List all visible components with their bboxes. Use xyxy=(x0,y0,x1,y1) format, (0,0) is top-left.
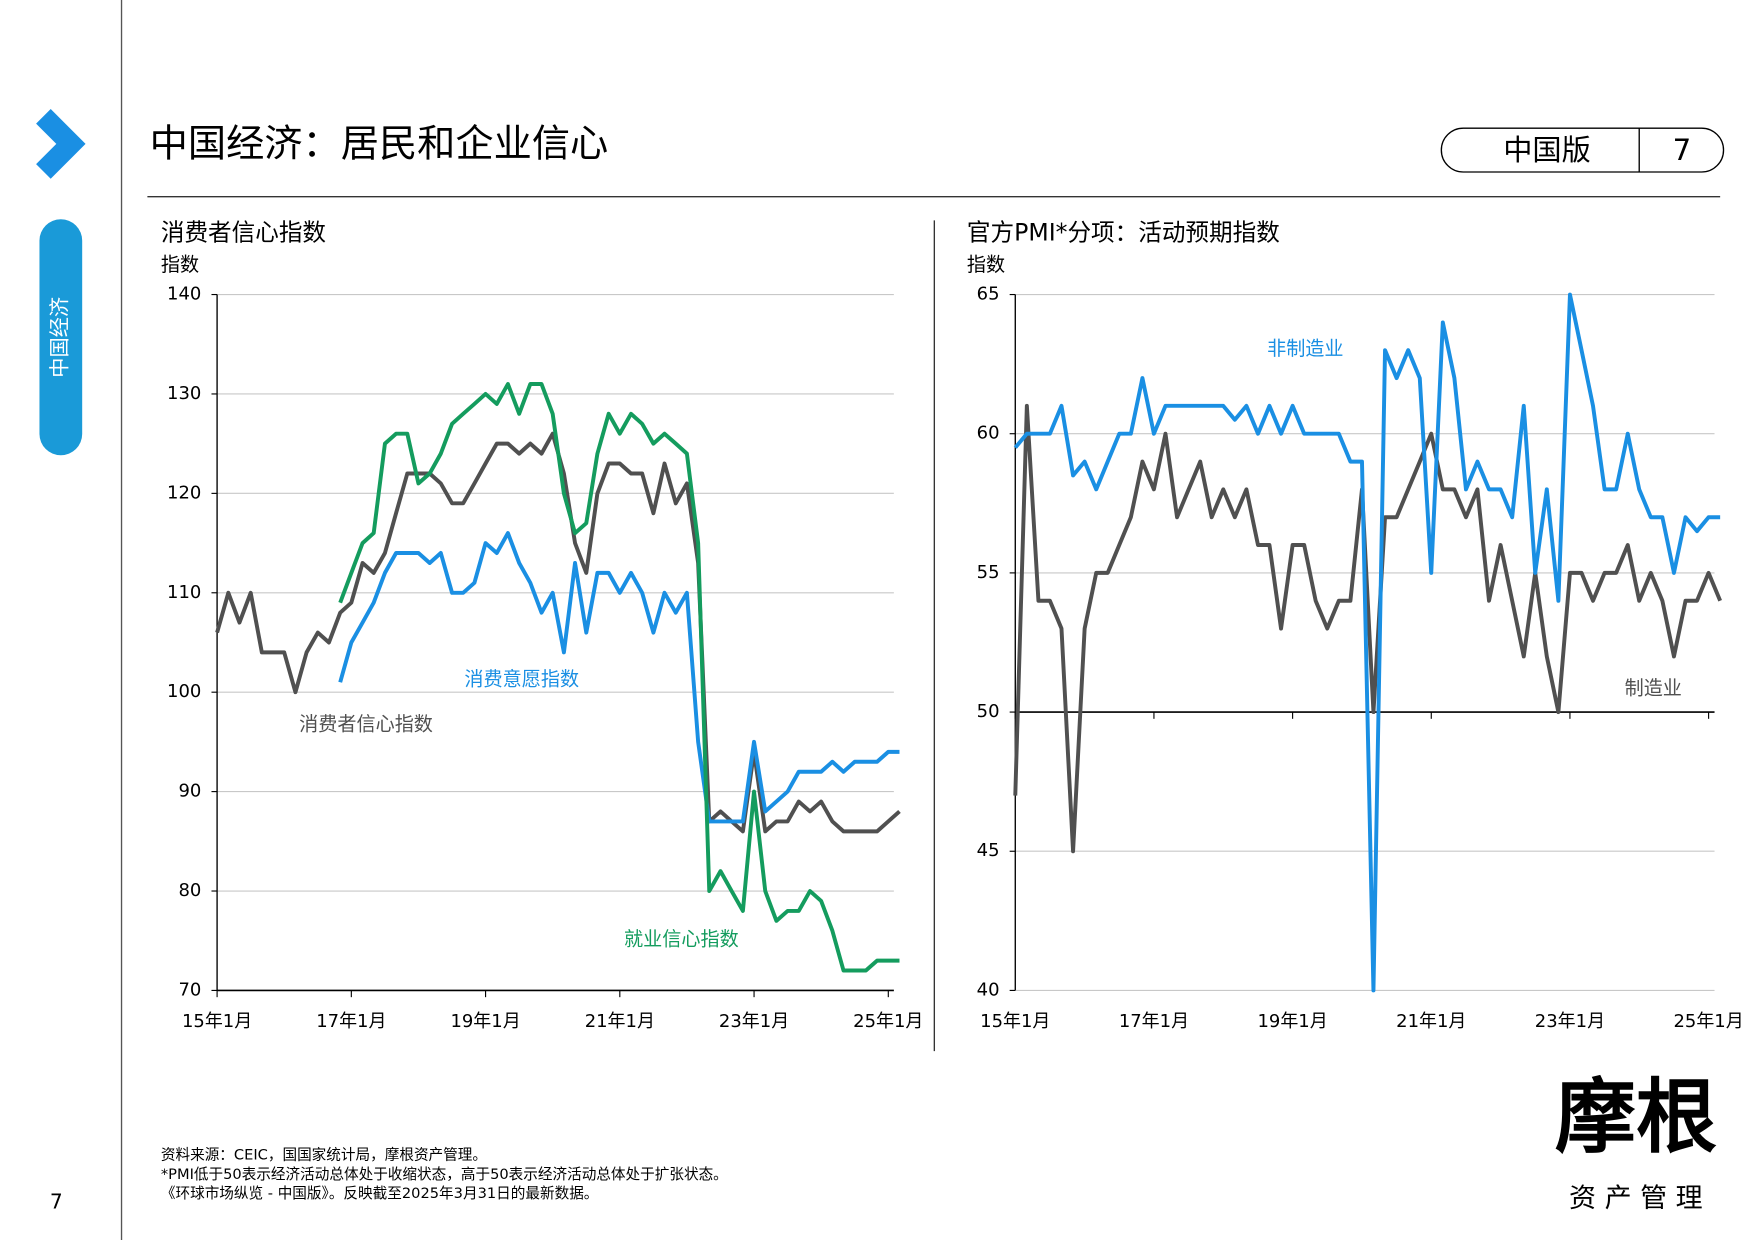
note: 《环球市场纵览 - 中国版》。反映截至2025年3月31日的最新数据。 xyxy=(161,1185,599,1202)
section-label: 中国经济 xyxy=(47,297,71,378)
edition-label: 中国版 xyxy=(1503,133,1591,167)
x-tick-label: 21年1月 xyxy=(585,1011,655,1032)
y-tick-label: 100 xyxy=(167,681,201,702)
x-tick-label: 23年1月 xyxy=(1535,1011,1605,1032)
chevron-icon xyxy=(36,109,86,179)
y-tick-label: 55 xyxy=(977,562,1000,583)
y-axis-label: 指数 xyxy=(161,253,199,276)
x-tick-label: 17年1月 xyxy=(316,1011,386,1032)
x-tick-label: 25年1月 xyxy=(1673,1011,1743,1032)
y-tick-label: 110 xyxy=(167,582,201,603)
y-tick-label: 45 xyxy=(977,840,1000,861)
series-line xyxy=(338,382,900,973)
note: *PMI低于50表示经济活动总体处于收缩状态，高于50表示经济活动总体处于扩张状… xyxy=(161,1166,728,1183)
logo-name: 摩根 xyxy=(1555,1070,1717,1165)
y-tick-label: 40 xyxy=(977,979,1000,1000)
section-pill xyxy=(39,219,83,456)
x-tick-label: 25年1月 xyxy=(853,1011,923,1032)
y-tick-label: 120 xyxy=(167,482,201,503)
annotation: 消费意愿指数 xyxy=(464,668,579,691)
logo-sub: 资 产 管 理 xyxy=(1569,1183,1703,1214)
annotation: 就业信心指数 xyxy=(624,927,739,950)
badge-page: 7 xyxy=(1673,133,1692,167)
x-tick-label: 23年1月 xyxy=(719,1011,789,1032)
page-title: 中国经济：居民和企业信心 xyxy=(150,123,609,167)
series-line xyxy=(1013,403,1722,854)
y-tick-label: 60 xyxy=(977,423,1000,444)
x-tick-label: 19年1月 xyxy=(450,1011,520,1032)
page-number: 7 xyxy=(50,1189,63,1213)
y-tick-label: 70 xyxy=(178,979,201,1000)
y-tick-label: 65 xyxy=(977,284,1000,305)
edition-badge xyxy=(1440,127,1725,173)
chart-title: 消费者信心指数 xyxy=(161,218,326,246)
x-tick-label: 21年1月 xyxy=(1396,1011,1466,1032)
x-tick-label: 17年1月 xyxy=(1119,1011,1189,1032)
chart-title: 官方PMI*分项：活动预期指数 xyxy=(967,218,1280,246)
annotation: 消费者信心指数 xyxy=(299,713,433,736)
x-tick-label: 19年1月 xyxy=(1257,1011,1327,1032)
series-line xyxy=(1013,292,1721,993)
series-line xyxy=(338,531,900,824)
x-tick-label: 15年1月 xyxy=(980,1011,1050,1032)
y-axis-label: 指数 xyxy=(967,253,1005,276)
x-tick-label: 15年1月 xyxy=(182,1011,252,1032)
y-tick-label: 140 xyxy=(167,284,201,305)
annotation: 非制造业 xyxy=(1267,337,1343,360)
y-tick-label: 80 xyxy=(178,880,201,901)
y-tick-label: 130 xyxy=(167,383,201,404)
y-tick-label: 90 xyxy=(178,781,201,802)
annotation: 制造业 xyxy=(1625,677,1682,700)
y-tick-label: 50 xyxy=(977,701,1000,722)
note: 资料来源：CEIC，国国家统计局，摩根资产管理。 xyxy=(161,1146,487,1164)
